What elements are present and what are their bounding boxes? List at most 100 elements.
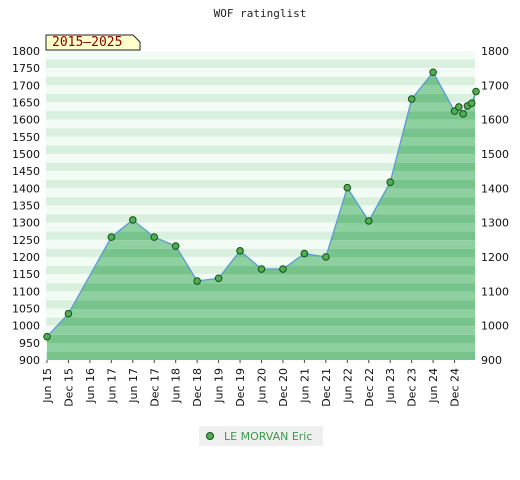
background-band <box>46 111 475 120</box>
y2-tick-label: 1100 <box>481 285 509 298</box>
x-tick-label: Jun 23 <box>384 368 397 404</box>
x-tick-label: Dec 17 <box>148 368 161 407</box>
data-point <box>407 95 416 103</box>
data-point <box>129 216 137 224</box>
data-point <box>472 87 480 96</box>
area-band <box>47 274 475 284</box>
x-tick-label: Dec 15 <box>62 368 75 407</box>
y-tick-label: 1150 <box>12 268 40 281</box>
x-tick-label: Dec 24 <box>449 368 462 407</box>
y-tick-label: 900 <box>19 354 40 367</box>
background-band <box>46 180 475 189</box>
background-band <box>46 257 475 266</box>
y-tick-label: 1800 <box>12 45 40 58</box>
y2-tick-label: 1000 <box>481 320 509 333</box>
x-tick-label: Jun 17 <box>127 368 140 404</box>
data-point <box>64 309 73 318</box>
background-band <box>46 240 475 249</box>
background-band <box>46 102 475 112</box>
y2-tick-label: 1800 <box>481 45 509 58</box>
background-band <box>46 68 475 77</box>
data-point <box>43 332 51 341</box>
range-badge: 2015–2025 <box>45 34 141 51</box>
y-tick-label: 1050 <box>12 303 40 316</box>
background-band <box>46 223 475 232</box>
background-band <box>46 154 475 163</box>
y-tick-label: 1200 <box>12 251 40 264</box>
background-band <box>46 137 475 146</box>
area-band <box>47 317 475 327</box>
background-band <box>46 85 475 94</box>
data-point <box>467 99 476 107</box>
data-point <box>429 68 437 77</box>
y2-tick-label: 1300 <box>481 217 509 230</box>
data-point <box>236 247 244 255</box>
data-point <box>107 233 116 241</box>
background-band <box>46 231 475 241</box>
y2-tick-label: 1500 <box>481 148 509 161</box>
background-band <box>46 51 475 60</box>
x-tick-label: Dec 21 <box>320 368 333 407</box>
background-band <box>46 162 475 172</box>
x-tick-label: Jun 15 <box>41 368 54 404</box>
legend: LE MORVAN Eric <box>199 426 323 446</box>
data-point <box>364 217 373 225</box>
area-band <box>47 309 475 318</box>
data-point <box>150 233 159 241</box>
x-tick-label: Dec 19 <box>234 368 247 407</box>
x-tick-label: Jun 22 <box>341 368 354 404</box>
data-point <box>459 110 467 118</box>
y-tick-label: 1100 <box>12 285 40 298</box>
background-band <box>46 214 475 223</box>
marker-layer <box>43 68 480 341</box>
legend-label: LE MORVAN Eric <box>224 430 312 443</box>
y-tick-label: 1700 <box>12 79 40 92</box>
y-tick-label: 1550 <box>12 131 40 144</box>
data-point <box>171 242 180 250</box>
data-point <box>322 253 330 261</box>
x-axis: Jun 15 Dec 15 Jun 16 Jun 17 Jun 17 Dec 17 Jun … <box>41 360 462 407</box>
area-band <box>47 283 475 292</box>
legend-marker <box>206 432 214 440</box>
data-point <box>193 277 201 285</box>
y-tick-label: 1400 <box>12 182 40 195</box>
data-point <box>300 249 309 258</box>
x-tick-label: Dec 23 <box>406 368 419 407</box>
data-point <box>279 265 287 273</box>
y2-tick-label: 900 <box>481 354 502 367</box>
y-tick-label: 1450 <box>12 165 40 178</box>
background-band <box>46 94 475 103</box>
x-tick-label: Dec 18 <box>191 368 204 407</box>
area-band <box>47 300 475 309</box>
background-band <box>46 188 475 198</box>
area-band <box>47 334 475 344</box>
x-tick-label: Dec 20 <box>277 368 290 407</box>
y-tick-label: 1350 <box>12 200 40 213</box>
y-axis-right: 900 1000 1100 1200 1300 1400 1500 1600 1700 1800 <box>481 45 509 367</box>
area-band <box>47 326 475 335</box>
background-band <box>46 119 475 129</box>
background-band <box>46 197 475 206</box>
chart-title: WOF ratinglist <box>214 7 307 20</box>
y2-tick-label: 1600 <box>481 114 509 127</box>
background-band <box>46 171 475 180</box>
y-axis-left: 900 950 1000 1050 1100 1150 1200 1250 1300 1350 14… <box>12 45 40 367</box>
data-point <box>257 265 266 273</box>
range-badge-shape <box>45 34 141 51</box>
y-tick-label: 1300 <box>12 217 40 230</box>
data-point <box>214 274 223 283</box>
y-tick-label: 950 <box>19 337 40 350</box>
background-band <box>46 128 475 137</box>
area-band <box>47 291 475 301</box>
y-tick-label: 1650 <box>12 97 40 110</box>
y-tick-label: 1750 <box>12 62 40 75</box>
x-tick-label: Jun 16 <box>84 368 97 404</box>
background-band <box>46 59 475 69</box>
data-point <box>455 103 463 111</box>
x-tick-label: Jun 21 <box>298 368 311 404</box>
y-tick-label: 1600 <box>12 114 40 127</box>
area-band <box>47 352 475 360</box>
x-tick-label: Jun 17 <box>105 368 118 404</box>
y-tick-label: 1250 <box>12 234 40 247</box>
